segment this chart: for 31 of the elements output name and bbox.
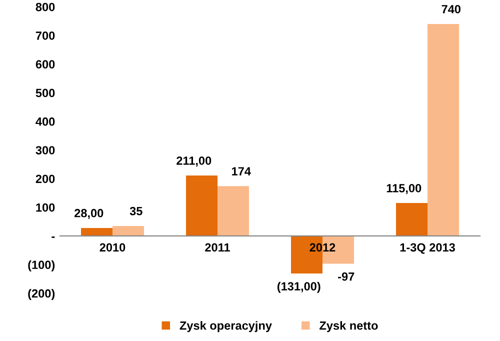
data-label: 174 <box>232 167 251 176</box>
data-label: 28,00 <box>74 208 104 219</box>
y-tick-label: 300 <box>36 146 55 154</box>
y-tick-label: 700 <box>36 32 55 40</box>
data-label: 211,00 <box>176 156 212 167</box>
data-label: (131,00) <box>277 282 320 293</box>
legend-label: Zysk netto <box>320 321 378 332</box>
bar <box>81 228 112 236</box>
y-tick-label: (200) <box>28 288 55 300</box>
x-tick-label: 2011 <box>205 243 230 252</box>
y-tick-label: 100 <box>36 203 55 212</box>
data-label: -97 <box>338 272 354 281</box>
y-tick-label: (100) <box>28 260 55 272</box>
bar <box>218 186 249 236</box>
bar <box>112 226 144 236</box>
bar <box>428 24 459 236</box>
bar <box>186 176 218 236</box>
x-tick-label: 1-3Q 2013 <box>400 243 455 254</box>
data-label: 115,00 <box>386 184 422 194</box>
bar <box>396 203 428 236</box>
y-tick-label: 600 <box>36 60 55 68</box>
data-label: 740 <box>442 4 460 14</box>
y-tick-label: 800 <box>36 2 55 12</box>
legend-label: Zysk operacyjny <box>180 321 272 332</box>
y-tick-label: 400 <box>36 117 55 126</box>
x-tick-label: 2012 <box>310 243 336 252</box>
y-tick-label: 500 <box>36 88 55 98</box>
y-tick-label: 200 <box>36 174 55 184</box>
data-label: 35 <box>130 206 142 216</box>
x-tick-label: 2010 <box>100 243 126 252</box>
y-tick-label: - <box>52 236 55 238</box>
